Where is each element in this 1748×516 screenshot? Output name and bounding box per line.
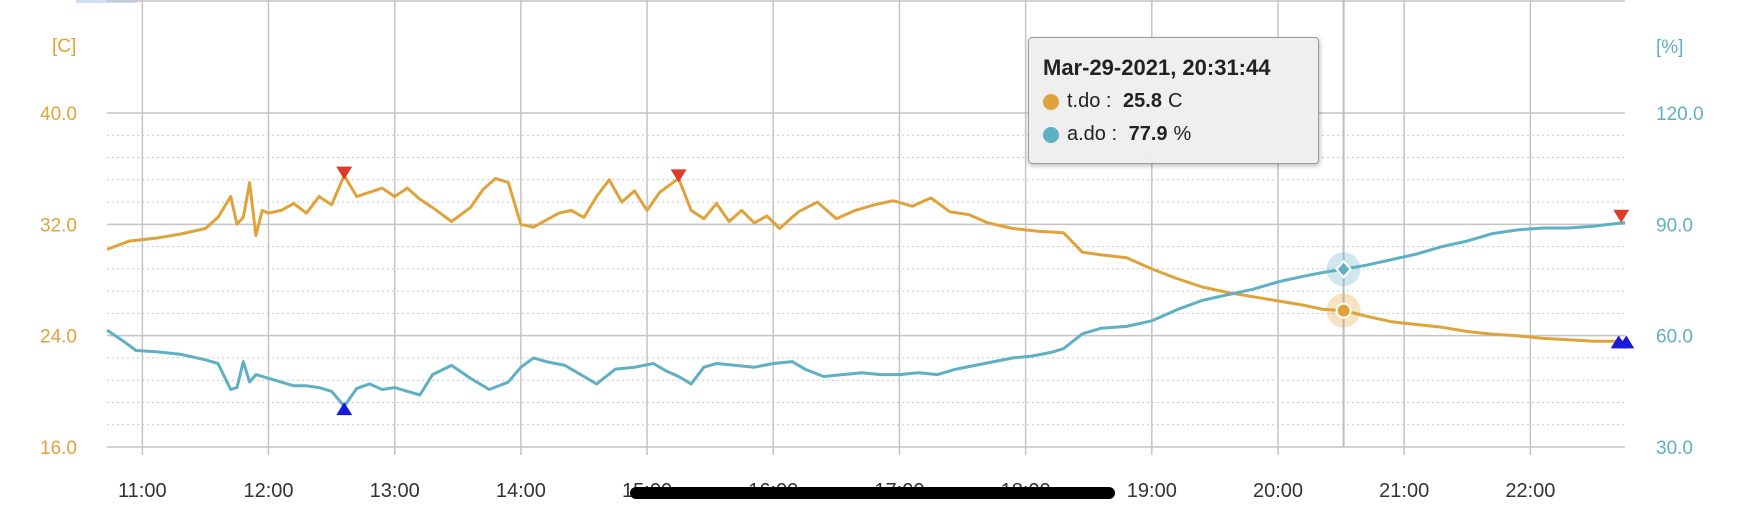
a-do-hover-point [1335,259,1352,279]
right-tick-label: 60.0 [1656,327,1693,348]
left-tick-label: 16.0 [40,438,77,459]
x-tick-label: 19:00 [1127,480,1177,502]
max-marker [670,169,687,183]
x-tick-label: 22:00 [1505,480,1555,502]
tooltip: Mar-29-2021, 20:31:44 t.do : 25.8 C a.do… [1028,37,1319,164]
tooltip-separator: : [1105,123,1123,145]
t-do-legend-dot [1043,93,1059,110]
x-tick-label: 20:00 [1253,480,1303,502]
hover-layer [1326,0,1361,447]
tooltip-value: 25.8 [1123,90,1162,112]
series-layer [106,174,1626,408]
left-tick-label: 24.0 [40,327,77,348]
left-axis-unit-label: [C] [52,36,76,57]
right-tick-label: 120.0 [1656,104,1704,125]
x-tick-label: 14:00 [496,480,546,502]
tooltip-title: Mar-29-2021, 20:31:44 [1043,55,1271,80]
min-marker [1618,335,1635,349]
tooltip-unit: C [1167,90,1183,112]
major-gridlines [107,0,1625,455]
tooltip-series-name: a.do [1067,123,1106,145]
tooltip-series-name: t.do [1067,90,1101,112]
x-tick-label: 12:00 [243,480,293,502]
max-marker [336,166,353,180]
x-tick-label: 13:00 [370,480,420,502]
left-tick-label: 40.0 [40,104,77,125]
tooltip-row-t-do: t.do : 25.8 C [1043,90,1182,113]
home-indicator-bar [630,487,1115,499]
left-tick-label: 32.0 [40,215,77,236]
x-tick-label: 21:00 [1379,480,1429,502]
x-tick-label: 11:00 [118,480,167,502]
tooltip-separator: : [1100,90,1118,112]
series-line-a-do [106,221,1626,408]
t-do-hover-point [1335,302,1352,319]
right-tick-label: 90.0 [1656,215,1693,236]
a-do-legend-dot [1043,126,1059,143]
tooltip-row-a-do: a.do : 77.9 % [1043,123,1191,146]
right-tick-label: 30.0 [1656,438,1693,459]
right-axis-ticks: [%] 120.0 90.0 60.0 30.0 [1656,37,1704,459]
tooltip-unit: % [1173,123,1192,145]
left-axis-ticks: [C] 40.0 32.0 24.0 16.0 [40,36,77,459]
right-axis-unit-label: [%] [1656,37,1683,58]
max-marker [1613,209,1630,223]
min-marker [336,402,353,416]
series-line-t-do [106,174,1625,343]
tooltip-value: 77.9 [1128,123,1168,145]
marker-layer [336,166,1635,416]
